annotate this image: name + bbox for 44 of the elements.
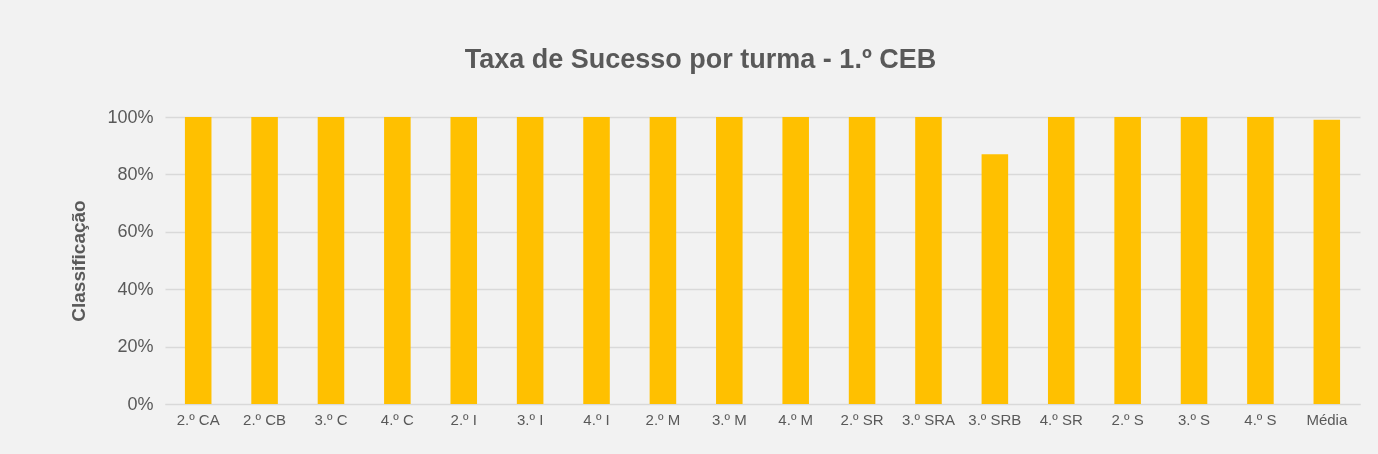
y-tick-label: 40% xyxy=(117,278,154,299)
bar xyxy=(1114,117,1141,404)
bar xyxy=(915,117,942,404)
y-tick-label: 60% xyxy=(117,221,154,242)
x-tick-label: 4.º SR xyxy=(1039,410,1083,428)
y-tick-label: 100% xyxy=(107,106,154,127)
x-tick-label: 3.º C xyxy=(314,410,348,428)
chart-title: Taxa de Sucesso por turma - 1.º CEB xyxy=(464,44,937,74)
y-tick-label: 0% xyxy=(127,393,154,414)
bar xyxy=(184,117,212,404)
x-tick-label: 3.º M xyxy=(711,410,747,428)
x-tick-label: 2.º CB xyxy=(243,410,287,428)
bar xyxy=(516,117,544,404)
x-tick-label: Média xyxy=(1306,410,1348,428)
bar xyxy=(716,117,743,404)
x-tick-label: 3.º SRB xyxy=(968,410,1022,428)
bar xyxy=(848,117,876,404)
bar xyxy=(583,117,610,404)
bar xyxy=(450,117,478,404)
bar xyxy=(1313,119,1341,404)
x-tick-label: 2.º I xyxy=(450,410,477,428)
x-tick-label: 3.º SRA xyxy=(901,410,955,428)
bar xyxy=(981,154,1009,404)
x-tick-label: 2.º S xyxy=(1111,410,1144,428)
bar xyxy=(782,117,809,404)
x-tick-label: 2.º CA xyxy=(176,410,220,428)
bar xyxy=(384,117,411,404)
bar xyxy=(317,117,345,404)
bar xyxy=(649,117,677,404)
y-tick-label: 20% xyxy=(117,336,154,357)
x-tick-label: 3.º S xyxy=(1177,410,1211,428)
x-tick-label: 2.º M xyxy=(645,410,681,428)
y-axis-title: Classificação xyxy=(68,200,90,322)
x-tick-label: 4.º I xyxy=(583,410,610,428)
bar xyxy=(1247,117,1274,404)
bar xyxy=(1047,117,1075,404)
bar xyxy=(1180,117,1208,404)
bar xyxy=(251,117,278,404)
x-tick-label: 4.º M xyxy=(778,410,814,428)
y-tick-label: 80% xyxy=(117,163,154,184)
x-tick-label: 3.º I xyxy=(516,410,544,428)
x-tick-label: 2.º SR xyxy=(840,410,884,428)
x-tick-label: 4.º S xyxy=(1244,410,1277,428)
x-tick-label: 4.º C xyxy=(380,410,415,428)
